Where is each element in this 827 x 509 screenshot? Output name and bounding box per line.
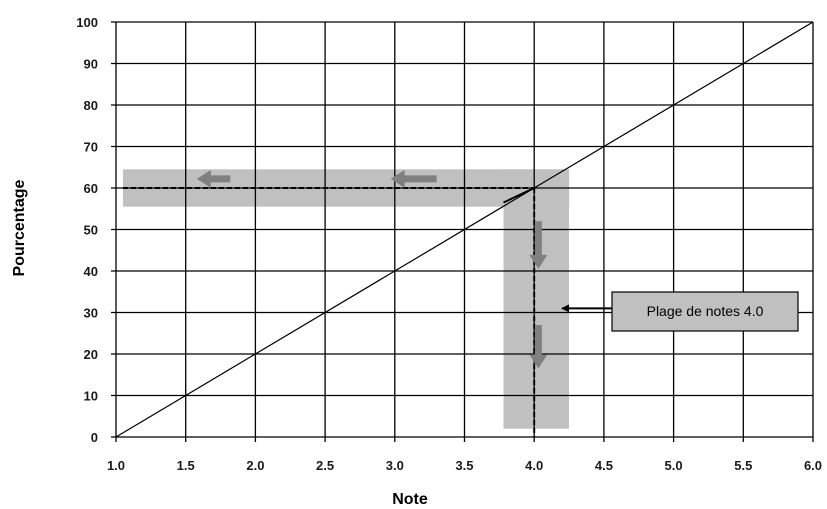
highlight-bands (122, 169, 570, 429)
x-tick-label: 2.0 (246, 458, 264, 473)
annotation-text: Plage de notes 4.0 (647, 303, 764, 319)
y-tick-label: 80 (84, 98, 98, 113)
y-axis-title: Pourcentage (11, 179, 28, 276)
y-tick-labels: 0 10 20 30 40 50 60 70 80 90 100 (76, 15, 98, 445)
x-tick-label: 2.5 (316, 458, 334, 473)
x-tick-label: 4.0 (525, 458, 543, 473)
direction-arrows (196, 169, 548, 369)
y-tick-label: 70 (84, 140, 98, 155)
x-tick-label: 5.0 (665, 458, 683, 473)
x-tick-labels: 1.0 1.5 2.0 2.5 3.0 3.5 4.0 4.5 5.0 5.5 6.0 (107, 458, 822, 473)
left-arrow (196, 169, 231, 188)
x-tick-label: 1.5 (177, 458, 195, 473)
y-tick-label: 0 (91, 430, 98, 445)
x-tick-label: 3.0 (386, 458, 404, 473)
series-lines (115, 21, 814, 438)
guide-lines (122, 187, 536, 437)
intersection-tick (503, 187, 535, 204)
x-tick-label: 6.0 (804, 458, 822, 473)
grid (111, 21, 814, 442)
x-tick-label: 3.5 (455, 458, 473, 473)
x-tick-label: 5.5 (734, 458, 752, 473)
x-tick-label: 1.0 (107, 458, 125, 473)
y-tick-label: 100 (76, 15, 98, 30)
y-tick-label: 90 (84, 57, 98, 72)
annotation: Plage de notes 4.0 (561, 291, 799, 332)
y-tick-label: 50 (84, 223, 98, 238)
down-arrow (529, 324, 548, 369)
y-tick-label: 20 (84, 347, 98, 362)
series-line (115, 21, 814, 438)
y-tick-label: 30 (84, 306, 98, 321)
y-tick-label: 60 (84, 181, 98, 196)
y-tick-label: 40 (84, 264, 98, 279)
annotation-box (611, 291, 799, 332)
x-axis-title: Note (392, 491, 428, 508)
x-tick-label: 4.5 (595, 458, 613, 473)
vertical-band (503, 169, 570, 429)
y-tick-label: 10 (84, 389, 98, 404)
left-arrow (390, 169, 437, 188)
down-arrow (529, 221, 548, 269)
